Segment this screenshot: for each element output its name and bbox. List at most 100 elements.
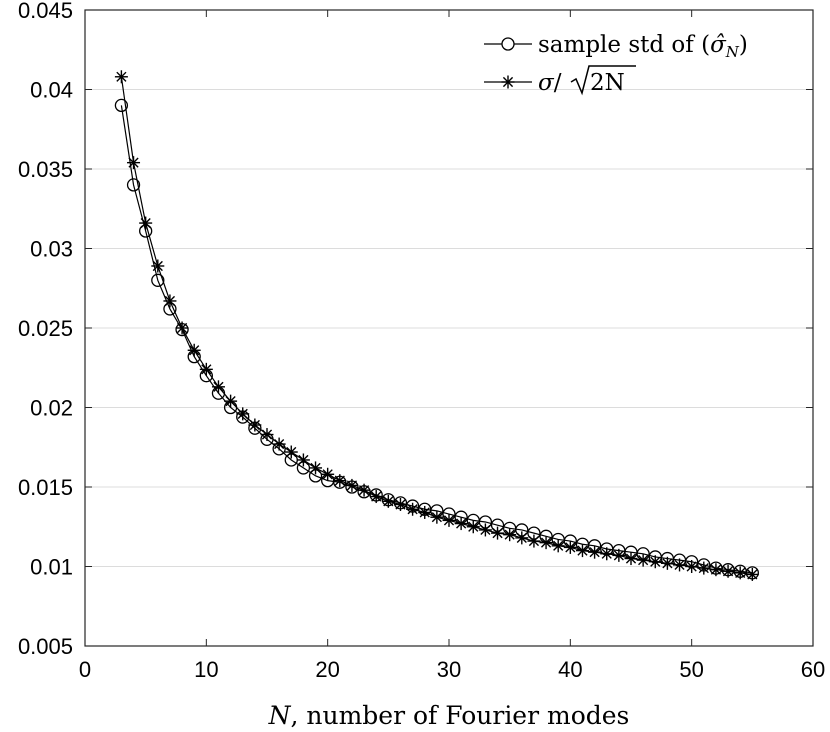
star-marker <box>575 544 589 558</box>
star-marker <box>551 539 565 553</box>
legend-radicand: 2N <box>590 70 625 96</box>
star-marker <box>466 520 480 534</box>
data-point-circle <box>126 178 141 192</box>
star-stroke <box>274 438 285 450</box>
star-marker <box>733 566 747 580</box>
star-marker <box>600 547 614 561</box>
star-marker <box>309 461 323 475</box>
star-stroke <box>371 491 382 502</box>
y-tick-label: 0.01 <box>30 555 73 580</box>
star-stroke <box>164 295 176 307</box>
star-marker <box>745 567 759 581</box>
star-stroke <box>528 535 540 547</box>
data-point-circle <box>114 98 129 113</box>
star-stroke <box>443 515 455 526</box>
series-markers-1 <box>114 70 759 581</box>
star-marker <box>175 321 189 335</box>
star-stroke <box>456 518 467 529</box>
star-stroke <box>589 547 600 558</box>
star-stroke <box>480 524 491 536</box>
star-marker <box>673 558 687 572</box>
star-stroke <box>116 71 127 82</box>
star-marker <box>442 513 456 527</box>
x-tick-label: 0 <box>79 657 91 682</box>
y-tick-label: 0.035 <box>18 157 73 182</box>
star-marker <box>588 545 602 559</box>
star-stroke <box>213 381 224 392</box>
star-marker <box>357 483 371 497</box>
star-marker <box>648 555 662 569</box>
star-marker <box>199 362 213 376</box>
star-marker <box>369 490 383 504</box>
star-marker <box>284 445 298 459</box>
star-stroke <box>128 157 139 168</box>
star-marker <box>211 380 225 394</box>
star-marker <box>236 407 250 421</box>
legend: sample std of (σ̂N) σ/ 2N <box>484 32 748 96</box>
star-marker <box>187 343 201 357</box>
star-marker <box>406 502 420 516</box>
star-marker <box>515 531 529 545</box>
star-stroke <box>431 512 442 523</box>
star-marker <box>660 556 674 570</box>
y-tick-label: 0.02 <box>30 396 73 421</box>
star-stroke <box>504 529 515 540</box>
star-marker <box>636 553 650 567</box>
star-stroke <box>577 545 588 556</box>
star-marker <box>709 563 723 577</box>
star-stroke <box>261 429 273 440</box>
star-marker <box>127 156 141 170</box>
star-stroke <box>383 496 394 507</box>
star-marker <box>333 474 347 488</box>
star-stroke <box>346 480 358 491</box>
x-tick-label: 30 <box>437 657 461 682</box>
star-stroke <box>516 532 527 543</box>
star-marker <box>430 510 444 524</box>
y-tick-label: 0.005 <box>18 634 73 659</box>
star-marker <box>612 548 626 562</box>
star-stroke <box>565 542 576 553</box>
star-stroke <box>298 454 309 466</box>
star-marker <box>491 526 505 540</box>
star-stroke <box>686 561 697 572</box>
star-stroke <box>176 322 188 334</box>
x-tick-label: 40 <box>558 657 582 682</box>
legend-label-sample-std: sample std of (σ̂N) <box>538 32 748 61</box>
data-point-circle <box>151 273 165 287</box>
y-tick-label: 0.015 <box>18 475 73 500</box>
star-stroke <box>502 76 514 88</box>
star-stroke <box>152 260 163 272</box>
star-stroke <box>747 569 758 580</box>
star-stroke <box>419 507 430 518</box>
x-tick-label: 10 <box>194 657 218 682</box>
legend-radical-sign <box>570 65 636 96</box>
star-marker <box>478 523 492 537</box>
star-stroke <box>601 548 612 559</box>
star-stroke <box>613 550 624 561</box>
y-tick-label: 0.03 <box>30 237 73 262</box>
star-stroke <box>625 553 637 564</box>
star-marker <box>381 494 395 508</box>
star-stroke <box>407 504 418 515</box>
star-stroke <box>468 521 479 532</box>
star-stroke <box>237 408 248 419</box>
star-marker <box>272 437 286 451</box>
star-marker <box>163 294 177 308</box>
star-marker <box>321 467 335 481</box>
y-tick-label: 0.04 <box>30 78 73 103</box>
star-stroke <box>492 528 503 539</box>
star-stroke <box>650 556 661 567</box>
star-marker <box>527 534 541 548</box>
star-marker <box>721 564 735 578</box>
star-marker <box>393 497 407 511</box>
x-tick-label: 20 <box>315 657 339 682</box>
star-stroke <box>710 564 722 575</box>
series-layer <box>114 70 759 581</box>
grid-lines <box>85 89 813 567</box>
star-stroke <box>201 364 212 375</box>
axis-ticks: 0.005 0.01 0.015 0.02 0.025 0.03 0.035 0.04 0.04… <box>18 0 825 682</box>
star-stroke <box>638 555 649 566</box>
star-stroke <box>395 499 406 510</box>
star-stroke <box>662 558 673 569</box>
